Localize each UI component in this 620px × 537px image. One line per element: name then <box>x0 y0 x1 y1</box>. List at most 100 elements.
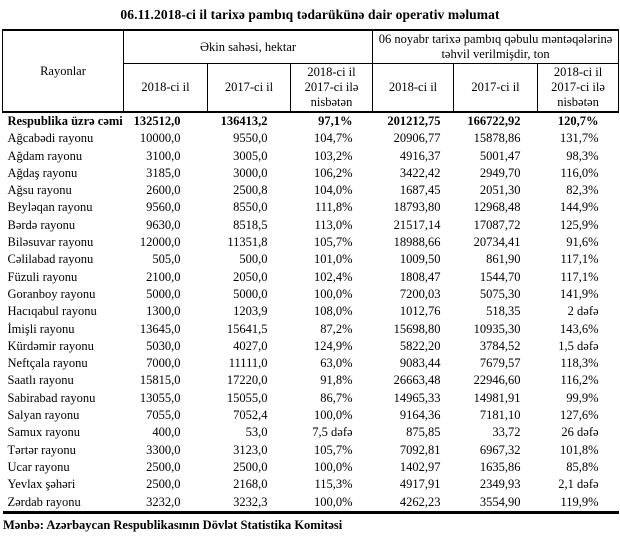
header-tehvil-2018: 2018-ci il <box>372 63 455 113</box>
cell-tehvil-nisbet: 118,3% <box>560 356 599 371</box>
cell-ekin-2018: 7055,0 <box>146 408 181 423</box>
cell-rayon-name: Tərtər rayonu <box>7 442 76 457</box>
cell-ekin-2018: 13055,0 <box>139 390 181 405</box>
cell-ekin-nisbet: 106,2% <box>313 165 353 180</box>
cell-rayon-name: Salyan rayonu <box>7 408 80 423</box>
cell-rayon-name: Respublika üzrə cəmi <box>7 114 123 128</box>
cell-ekin-2018: 5000,0 <box>146 286 181 301</box>
cell-tehvil-2018: 1009,50 <box>399 252 441 267</box>
cell-ekin-2017: 8550,0 <box>233 200 268 215</box>
cell-tehvil-2017: 3784,52 <box>479 338 521 353</box>
cell-ekin-nisbet: 7,5 dəfə <box>312 425 353 440</box>
cell-ekin-2018: 3185,0 <box>146 165 181 180</box>
cell-ekin-nisbet: 100,0% <box>313 494 353 509</box>
cell-rayon-name: Biləsuvar rayonu <box>7 235 94 250</box>
cell-tehvil-2018: 5822,20 <box>399 338 441 353</box>
cell-tehvil-2017: 15878,86 <box>473 131 521 146</box>
cell-tehvil-2018: 1402,97 <box>399 459 441 474</box>
cell-ekin-nisbet: 100,0% <box>313 408 353 423</box>
cell-tehvil-2017: 6967,32 <box>479 442 521 457</box>
cell-tehvil-2018: 9083,44 <box>399 356 441 371</box>
cell-tehvil-2018: 1012,76 <box>399 304 441 319</box>
cell-ekin-nisbet: 100,0% <box>313 286 353 301</box>
cell-tehvil-2018: 7092,81 <box>399 442 441 457</box>
cell-tehvil-2017: 5075,30 <box>479 286 521 301</box>
cell-ekin-2017: 15641,5 <box>226 321 268 336</box>
table-row: Neftçala rayonu 7000,0 11111,0 63,0% 908… <box>3 355 619 372</box>
cell-rayon-name: Yevlax şəhəri <box>7 477 76 492</box>
table-row: Salyan rayonu 7055,0 7052,4 100,0% 9164,… <box>3 407 619 424</box>
cell-ekin-2017: 8518,5 <box>233 217 268 232</box>
cell-tehvil-2018: 4262,23 <box>399 494 441 509</box>
cell-tehvil-nisbet: 91,6% <box>566 235 599 250</box>
cell-tehvil-2018: 1687,45 <box>399 183 441 198</box>
page-title: 06.11.2018-ci il tarixə pambıq tədarükün… <box>120 7 500 22</box>
cell-tehvil-2017: 7679,57 <box>479 356 521 371</box>
cell-ekin-2017: 11111,0 <box>228 356 268 371</box>
cell-ekin-2018: 9630,0 <box>146 217 181 232</box>
header-ekin-2018: 2018-ci il <box>123 63 208 113</box>
cotton-report-table: Rayonlar Əkin sahəsi, hektar 06 noyabr t… <box>2 29 620 514</box>
cell-tehvil-2018: 3422,42 <box>399 165 441 180</box>
cell-ekin-2017: 2168,0 <box>233 477 268 492</box>
cell-tehvil-2017: 518,35 <box>486 304 521 319</box>
header-group-tehvil: 06 noyabr tarixə pambıq qəbulu məntəqələ… <box>372 29 620 64</box>
cell-tehvil-nisbet: 85,8% <box>566 459 599 474</box>
cell-ekin-nisbet: 115,3% <box>314 477 353 492</box>
cell-tehvil-2018: 18793,80 <box>393 200 441 215</box>
cell-ekin-2017: 9550,0 <box>233 131 268 146</box>
cell-tehvil-2017: 20734,41 <box>473 235 521 250</box>
cell-rayon-name: Goranboy rayonu <box>7 286 96 301</box>
cell-ekin-2018: 13645,0 <box>139 321 181 336</box>
cell-rayon-name: Ucar rayonu <box>7 459 70 474</box>
table-row: Ağdam rayonu 3100,0 3005,0 103,2% 4916,3… <box>3 148 619 165</box>
cell-ekin-2017: 17220,0 <box>226 373 268 388</box>
cell-ekin-2017: 53,0 <box>245 425 268 440</box>
cell-ekin-2017: 11351,8 <box>227 235 268 250</box>
cell-ekin-nisbet: 102,4% <box>313 269 353 284</box>
cell-ekin-2018: 5030,0 <box>146 338 181 353</box>
cell-ekin-nisbet: 104,0% <box>313 183 353 198</box>
cell-tehvil-nisbet: 120,7% <box>557 114 599 128</box>
header-tehvil-2017: 2017-ci il <box>453 63 539 113</box>
cell-ekin-nisbet: 63,0% <box>320 356 353 371</box>
cell-ekin-2017: 1203,9 <box>233 304 268 319</box>
table-row: Tərtər rayonu 3300,0 3123,0 105,7% 7092,… <box>3 442 619 459</box>
cell-rayon-name: Hacıqabul rayonu <box>7 304 97 319</box>
cell-tehvil-2017: 3554,90 <box>479 494 521 509</box>
table-row: Saatlı rayonu 15815,0 17220,0 91,8% 2666… <box>3 372 619 389</box>
cell-ekin-2018: 10000,0 <box>139 131 181 146</box>
cell-tehvil-2017: 1544,70 <box>479 269 521 284</box>
header-group-ekin-sahesi: Əkin sahəsi, hektar <box>122 29 374 64</box>
cell-tehvil-nisbet: 1,5 dəfə <box>558 338 599 353</box>
cell-rayon-name: Bərdə rayonu <box>7 217 76 232</box>
cell-ekin-2018: 1300,0 <box>146 304 181 319</box>
cell-rayon-name: Kürdəmir rayonu <box>7 338 94 353</box>
cell-tehvil-nisbet: 144,9% <box>560 200 599 215</box>
cell-tehvil-nisbet: 141,9% <box>560 286 599 301</box>
cell-tehvil-2017: 33,72 <box>492 425 521 440</box>
cell-ekin-nisbet: 100,0% <box>313 459 353 474</box>
cell-rayon-name: Ağdam rayonu <box>7 148 83 163</box>
table-header: Rayonlar Əkin sahəsi, hektar 06 noyabr t… <box>2 29 620 113</box>
cell-tehvil-2017: 1635,86 <box>479 459 521 474</box>
cell-tehvil-2018: 26663,48 <box>393 373 441 388</box>
cell-tehvil-2018: 201212,75 <box>387 114 441 128</box>
cell-ekin-nisbet: 111,8% <box>314 200 353 215</box>
table-row: Beyləqan rayonu 9560,0 8550,0 111,8% 187… <box>3 199 619 216</box>
table-row: Ağcabədi rayonu 10000,0 9550,0 104,7% 20… <box>3 130 619 147</box>
header-rayonlar: Rayonlar <box>2 29 124 113</box>
cell-tehvil-2017: 17087,72 <box>473 217 521 232</box>
table-row: Ağdaş rayonu 3185,0 3000,0 106,2% 3422,4… <box>3 165 619 182</box>
cell-ekin-2017: 500,0 <box>239 252 268 267</box>
cell-ekin-2017: 136413,2 <box>220 114 268 128</box>
cell-tehvil-2017: 22946,60 <box>473 373 521 388</box>
cell-tehvil-2018: 7200,03 <box>399 286 441 301</box>
cell-ekin-2017: 2050,0 <box>233 269 268 284</box>
cell-tehvil-2017: 2051,30 <box>479 183 521 198</box>
cell-tehvil-2018: 18988,66 <box>393 235 441 250</box>
cell-tehvil-nisbet: 101,8% <box>560 442 599 457</box>
cell-ekin-nisbet: 97,1% <box>318 114 353 128</box>
header-group-row: Rayonlar Əkin sahəsi, hektar 06 noyabr t… <box>2 29 620 113</box>
cell-ekin-2018: 2100,0 <box>146 269 181 284</box>
